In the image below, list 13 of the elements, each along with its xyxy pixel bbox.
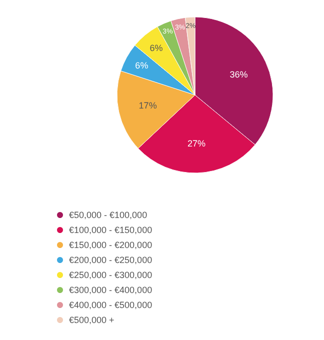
data-label: 6% [150, 43, 163, 54]
legend-label: €300,000 - €400,000 [69, 285, 152, 295]
legend-label: €50,000 - €100,000 [69, 210, 148, 220]
legend-label: €500,000 + [69, 315, 114, 325]
legend-label: €250,000 - €300,000 [69, 270, 152, 280]
legend-label: €400,000 - €500,000 [69, 300, 152, 310]
data-label: 6% [135, 60, 148, 71]
data-label: 36% [230, 69, 248, 80]
data-label: 17% [138, 100, 157, 111]
data-label: 27% [188, 138, 206, 148]
legend-label: €150,000 - €200,000 [69, 240, 152, 250]
legend-label: €100,000 - €150,000 [69, 225, 152, 235]
legend-label: €200,000 - €250,000 [69, 255, 152, 265]
